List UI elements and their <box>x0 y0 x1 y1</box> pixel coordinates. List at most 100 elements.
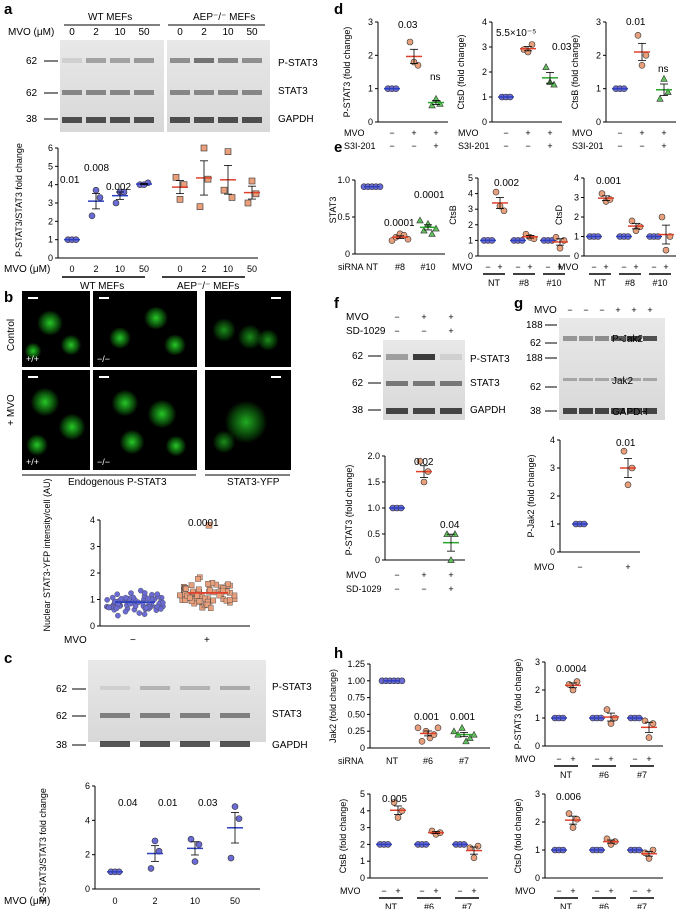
chart-d2-ytick-label: 2 <box>482 67 487 77</box>
chart-d3-point <box>638 62 646 69</box>
chart-h3-row: MVO <box>340 886 361 896</box>
chart-d-ctsd: 0 1 2 3 4 CtsD (fold change) 5.5×10⁻⁵ 0.03 MVO S3… <box>456 17 572 151</box>
marker-f-38: 38 <box>352 405 364 416</box>
chart-d1-pval: 0.03 <box>398 20 418 31</box>
band-g-pjak2-lane <box>627 336 641 341</box>
chart-f-ytick-label: 0.5 <box>367 529 380 539</box>
band-c-pstat3: P-STAT3 <box>272 682 312 693</box>
band-g-gapdh-lane <box>595 408 609 414</box>
chart-d3-row-mvo: MVO <box>572 128 593 138</box>
chart-b-mvo: MVO <box>64 635 87 646</box>
chart-h2-ytick-label: 3 <box>535 657 540 667</box>
chart-b-point <box>195 576 201 582</box>
band-gapdh: GAPDH <box>278 114 314 125</box>
chart-b-plus: + <box>204 635 210 646</box>
band-g-pjak2-lane <box>563 336 577 341</box>
chart-d3-point <box>656 94 664 102</box>
band-g-gapdh-lane <box>643 408 657 414</box>
g-sign: − <box>599 305 604 315</box>
band-g-jak2-lane <box>643 378 657 381</box>
chart-b-point <box>195 586 202 593</box>
chart-h2-row: MVO <box>515 754 536 764</box>
band-stat3-lane <box>86 90 106 95</box>
chart-b-point <box>205 522 213 529</box>
chart-h3-ytick-label: 3 <box>360 823 365 833</box>
band-pstat3-lane <box>242 58 262 63</box>
chart-h1-point <box>458 724 466 731</box>
chart-e2-ylabel: CtsB <box>448 205 458 225</box>
chart-e3-ytick-label: 3 <box>574 193 579 203</box>
chart-g-pval: 0.01 <box>616 438 636 449</box>
band-f-gapdh-lane <box>413 408 435 414</box>
chart-e2-point <box>552 233 560 241</box>
band-pstat3-lane <box>62 58 82 63</box>
band-gapdh-lane <box>86 117 106 123</box>
dose-label: 50 <box>246 27 258 38</box>
chart-a-ytick-label: 6 <box>48 143 53 153</box>
chart-e3-plus: + <box>663 262 668 272</box>
band-pstat3-lane <box>194 58 214 63</box>
chart-h3-minus: − <box>457 886 462 896</box>
chart-e2-plus: + <box>557 262 562 272</box>
band-pstat3-lane <box>134 58 154 63</box>
chart-h1-ylabel: Jak2 (fold change) <box>328 669 338 743</box>
chart-a-point <box>92 186 100 194</box>
chart-d3-pval: 0.01 <box>626 17 646 28</box>
chart-c-point <box>231 803 239 810</box>
chart-e2-ytick-label: 2 <box>468 220 473 230</box>
marker-c-38: 38 <box>56 740 68 751</box>
chart-h2-ytick-label: 0 <box>535 741 540 751</box>
panel-label-d: d <box>334 1 343 18</box>
micro-mvo-ko: −/− <box>93 370 197 470</box>
chart-h2-ytick-label: 1 <box>535 713 540 723</box>
chart-b-point <box>196 598 203 605</box>
band-f-stat3-lane <box>413 381 435 386</box>
chart-h1-row: siRNA <box>338 756 364 766</box>
chart-c-xtick: 2 <box>152 896 157 906</box>
chart-c-xtick: 0 <box>112 896 117 906</box>
band-f-pstat3-lane <box>413 354 435 360</box>
band-pstat3-lane <box>86 58 106 63</box>
band-g-jak2-lane <box>579 378 593 381</box>
chart-h3-point <box>474 842 482 850</box>
band-f-pstat3-lane <box>440 354 462 360</box>
micro-control-ko: −/− <box>93 291 197 367</box>
chart-b-point <box>183 585 189 592</box>
chart-a-xtick: 10 <box>115 264 125 274</box>
band-g-gapdh-lane <box>611 408 625 414</box>
chart-h1-point <box>430 731 438 738</box>
pval-c-2: 0.01 <box>158 798 178 809</box>
chart-h2-point <box>565 681 573 688</box>
chart-e2-row: MVO <box>452 262 473 272</box>
band-stat3-lane <box>62 90 82 95</box>
chart-b-point <box>194 593 200 599</box>
band-c-stat3: STAT3 <box>272 709 302 720</box>
marker-c-62b: 62 <box>56 711 68 722</box>
chart-h1-ytick-label: 0 <box>360 743 365 753</box>
band-g-jak2-lane <box>627 378 641 381</box>
chart-e3-group: #8 <box>625 278 635 288</box>
chart-e2-pval: 0.002 <box>494 178 519 189</box>
chart-h1-point <box>462 737 470 745</box>
band-c-gapdh-lane <box>100 741 130 747</box>
chart-h1-pval: 0.001 <box>414 712 439 723</box>
chart-h4-ytick-label: 1 <box>535 845 540 855</box>
chart-d2-ytick-label: 1 <box>482 92 487 102</box>
chart-h1-ytick-label: 0.75 <box>347 693 365 703</box>
chart-h3-plus: + <box>471 886 476 896</box>
band-c-gapdh: GAPDH <box>272 740 308 751</box>
chart-h1-point <box>450 727 458 735</box>
dose-label: 10 <box>222 27 234 38</box>
chart-a-point <box>112 199 120 207</box>
chart-h4-minus: − <box>556 886 561 896</box>
band-gapdh-lane <box>62 117 82 123</box>
chart-g-point <box>624 481 632 489</box>
chart-h1-xtick: #6 <box>423 756 433 766</box>
chart-e3-ytick-label: 1 <box>574 232 579 242</box>
dose-label: 0 <box>69 27 75 38</box>
chart-e1-ytick-label: 0 <box>345 249 350 259</box>
chart-b-point <box>132 603 139 609</box>
chart-h3-group: #7 <box>462 902 472 909</box>
chart-h2-plus: + <box>608 754 613 764</box>
